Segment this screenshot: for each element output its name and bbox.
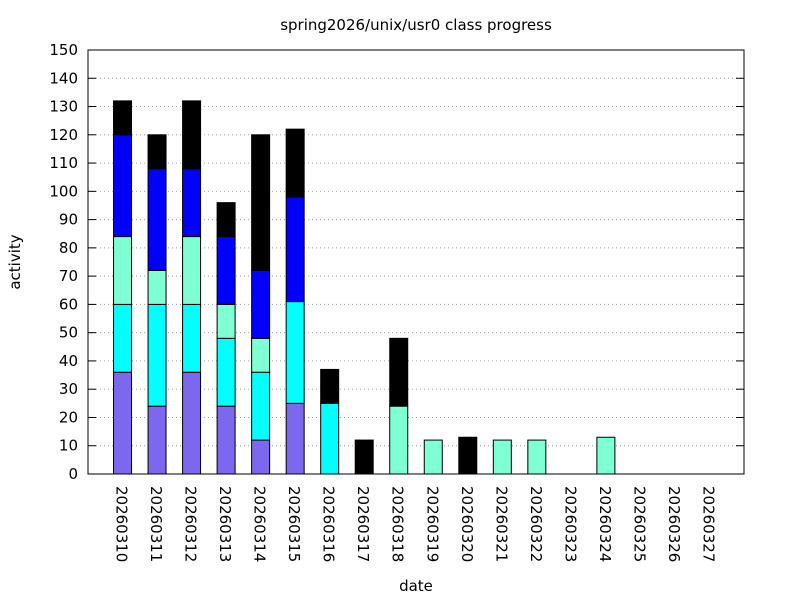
chart-title: spring2026/unix/usr0 class progress [280,16,552,34]
bar-segment [113,236,133,305]
x-tick-label: 20260315 [285,486,303,562]
bar-segment [251,337,271,373]
x-tick-label: 20260319 [423,486,441,562]
y-tick-label: 0 [68,465,78,483]
bar-segment [216,236,236,305]
x-tick-label: 20260325 [630,486,648,562]
x-tick-label: 20260320 [458,486,476,562]
bar-segment [285,402,305,475]
y-tick-label: 120 [49,126,78,144]
y-tick-label: 60 [59,295,78,313]
bar-segment [251,134,271,271]
bar-segment [147,405,167,475]
bar-segment [113,134,133,238]
bar-segment [285,196,305,303]
y-tick-label: 30 [59,380,78,398]
y-axis-label: activity [6,234,24,289]
bar-segment [216,303,236,339]
y-tick-label: 150 [49,41,78,59]
bar-segment [389,337,409,407]
y-tick-label: 80 [59,239,78,257]
x-tick-label: 20260310 [113,486,131,562]
bar-segment [182,236,202,305]
bar-segment [527,439,547,475]
bar-segment [147,134,167,170]
x-tick-label: 20260321 [492,486,510,562]
x-axis-label: date [399,577,433,595]
y-tick-label: 140 [49,69,78,87]
x-tick-label: 20260312 [182,486,200,562]
y-tick-label: 130 [49,98,78,116]
bar-segment [182,371,202,475]
y-tick-label: 10 [59,437,78,455]
bar-segment [147,168,167,271]
x-tick-label: 20260327 [699,486,717,562]
plot-frame [87,49,745,475]
bar-segment [216,405,236,475]
bar-segment [182,168,202,238]
x-tick-label: 20260316 [320,486,338,562]
y-tick-label: 40 [59,352,78,370]
bar-segment [216,202,236,238]
y-tick-label: 90 [59,211,78,229]
bar-segment [251,439,271,475]
bar-segment [354,439,374,475]
x-tick-label: 20260318 [389,486,407,562]
bar-segment [285,301,305,404]
bar-segment [147,269,167,305]
bar-segment [389,405,409,475]
bar-segment [596,436,616,475]
x-tick-label: 20260324 [596,486,614,562]
bar-segment [113,303,133,373]
bar-segment [182,303,202,373]
bar-segment [458,436,478,475]
x-tick-label: 20260322 [527,486,545,562]
x-tick-label: 20260317 [354,486,372,562]
y-tick-label: 50 [59,324,78,342]
bar-segment [182,100,202,170]
bar-segment [216,337,236,407]
x-tick-label: 20260323 [561,486,579,562]
y-tick-label: 110 [49,154,78,172]
bar-segment [147,303,167,407]
bar-segment [492,439,512,475]
bar-segment [251,269,271,339]
x-tick-label: 20260311 [147,486,165,562]
bar-segment [251,371,271,441]
y-tick-label: 20 [59,408,78,426]
y-tick-label: 100 [49,182,78,200]
bar-segment [113,371,133,475]
bar-segment [320,368,340,404]
bar-segment [423,439,443,475]
x-tick-label: 20260326 [665,486,683,562]
x-tick-label: 20260313 [216,486,234,562]
bar-segment [285,128,305,198]
bar-segment [320,402,340,475]
y-tick-label: 70 [59,267,78,285]
bar-segment [113,100,133,136]
x-tick-label: 20260314 [251,486,269,562]
